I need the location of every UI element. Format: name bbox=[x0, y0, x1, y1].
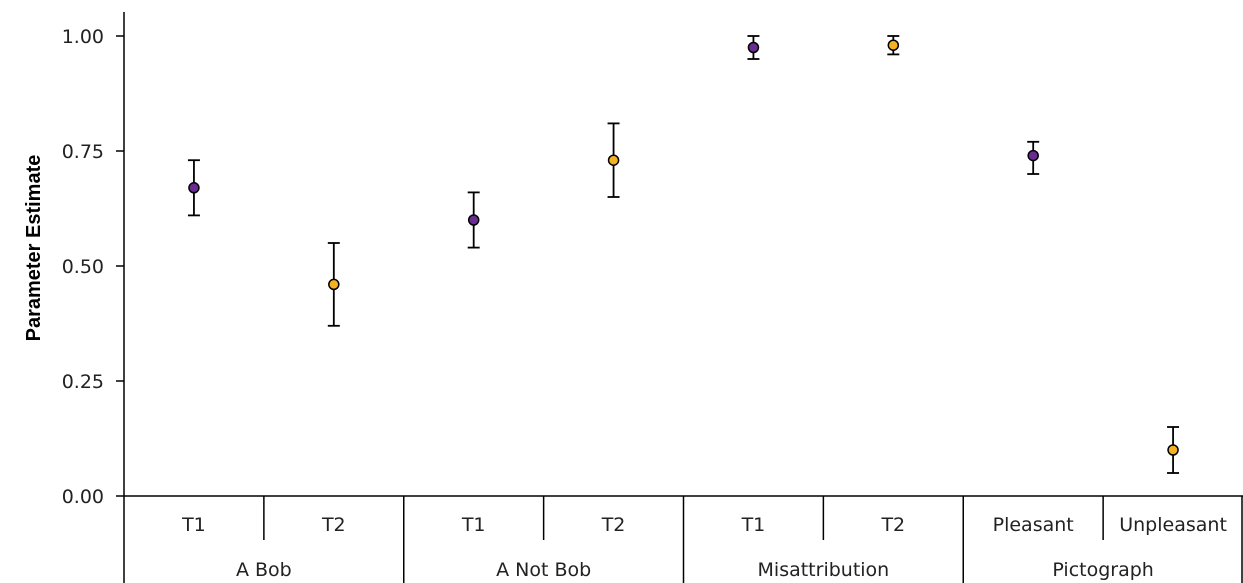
group-label: Pictograph bbox=[1052, 559, 1153, 581]
subcategory-label: T2 bbox=[601, 514, 626, 536]
y-tick-label: 0.25 bbox=[62, 371, 104, 393]
group-label: Misattribution bbox=[758, 559, 890, 581]
subcategory-label: T2 bbox=[321, 514, 346, 536]
data-point bbox=[1027, 149, 1039, 162]
y-axis: 0.00 0.25 0.50 0.75 1.00 bbox=[62, 12, 125, 508]
data-point bbox=[887, 39, 900, 51]
data-point bbox=[467, 214, 480, 226]
y-axis-title: Parameter Estimate bbox=[23, 155, 45, 342]
data-point bbox=[328, 278, 340, 291]
subcategory-label: Pleasant bbox=[993, 514, 1074, 536]
y-tick-label: 0.50 bbox=[62, 256, 104, 278]
y-tick-label: 0.75 bbox=[62, 141, 104, 163]
subcategory-label: T1 bbox=[181, 514, 206, 536]
subcategory-label: Unpleasant bbox=[1119, 514, 1227, 536]
group-label: A Bob bbox=[236, 559, 292, 581]
y-tick-label: 1.00 bbox=[62, 26, 104, 48]
data-point bbox=[188, 182, 200, 194]
group-label: A Not Bob bbox=[496, 559, 591, 581]
data-point bbox=[747, 41, 760, 54]
subcategory-label: T2 bbox=[880, 514, 905, 536]
data-point bbox=[1167, 444, 1179, 456]
data-marks bbox=[187, 35, 1180, 474]
subcategory-label: T1 bbox=[461, 514, 486, 536]
data-point bbox=[607, 154, 620, 166]
subcategory-label: T1 bbox=[741, 514, 766, 536]
x-axis: T1 T2 T1 T2 T1 T2 Pleasant Unpleasant A Bob A Not… bbox=[123, 495, 1243, 583]
y-tick-label: 0.00 bbox=[62, 486, 104, 508]
